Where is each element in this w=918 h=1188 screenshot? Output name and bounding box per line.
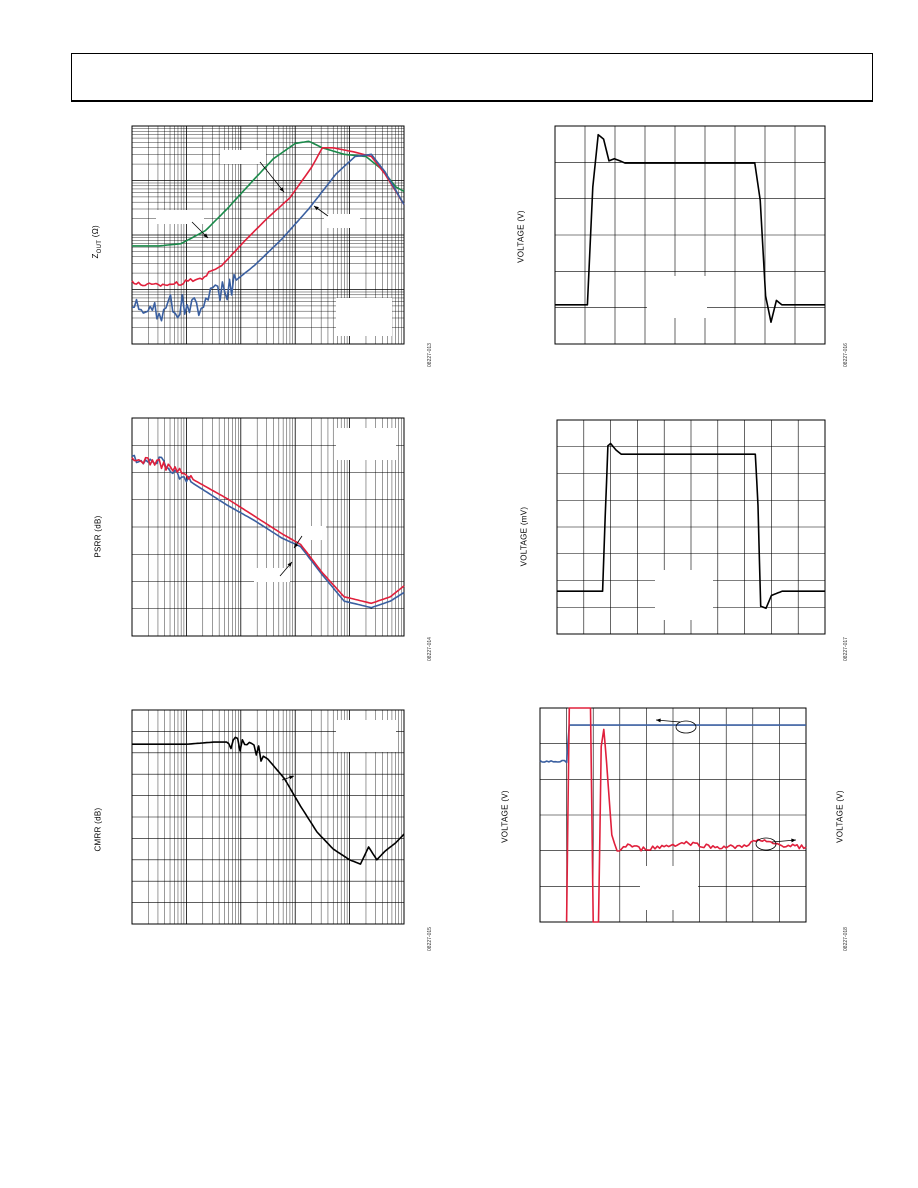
psrr-arrow-2-head — [287, 562, 292, 567]
zout-figure-id: 08227-013 — [427, 343, 433, 367]
step-mv-series — [557, 442, 825, 610]
cmrr-figure-id: 08227-015 — [427, 927, 433, 951]
step-mv-plot-area — [556, 419, 826, 635]
page-header-box — [71, 53, 873, 102]
cmrr-y-axis-label: CMRR (dB) — [93, 807, 103, 852]
zout-arrow-1 — [259, 161, 285, 193]
overload-series-red — [565, 707, 807, 923]
cmrr-chart — [131, 709, 405, 925]
step-volts-y-axis-label: VOLTAGE (V) — [516, 210, 526, 263]
zout-legend-box — [336, 298, 392, 336]
zout-series-blue — [131, 153, 405, 322]
step-mv-figure-id: 08227-017 — [843, 637, 849, 661]
overload-figure-id: 08227-018 — [843, 927, 849, 951]
zout-arrow-1-head — [279, 187, 284, 192]
cmrr-series — [132, 736, 405, 865]
zout-arrow-3-head — [314, 206, 319, 211]
overload-ellipse-1 — [675, 720, 697, 734]
step-volts-plot-area — [554, 125, 826, 345]
cmrr-plot-area — [131, 709, 405, 925]
zout-label-box-3 — [324, 214, 360, 228]
step-mv-chart — [556, 419, 826, 635]
zout-arrow-2-head — [203, 233, 208, 238]
psrr-series-blue — [131, 454, 405, 609]
zout-chart — [131, 125, 405, 345]
psrr-arrow-1-head — [294, 543, 299, 548]
psrr-figure-id: 08227-014 — [427, 637, 433, 661]
psrr-series-red — [131, 456, 405, 605]
overload-y-axis-label-right: VOLTAGE (V) — [835, 790, 845, 843]
zout-series-green — [132, 140, 405, 247]
zout-plot-area — [131, 125, 405, 345]
step-volts-figure-id: 08227-016 — [843, 343, 849, 367]
overload-series-blue — [539, 724, 806, 764]
overload-ellipse-2 — [755, 837, 777, 851]
psrr-y-axis-label: PSRR (dB) — [93, 515, 103, 558]
overload-plot-area — [539, 707, 807, 923]
zout-label-box-1 — [220, 150, 266, 164]
psrr-label-box-2 — [254, 568, 290, 582]
step-mv-legend-box — [655, 570, 713, 620]
psrr-plot-area — [131, 417, 405, 637]
overload-arrow-2-head — [791, 838, 796, 843]
psrr-legend-box — [336, 428, 396, 460]
overload-y-axis-label-left: VOLTAGE (V) — [500, 790, 510, 843]
zout-series-red — [131, 147, 405, 287]
step-volts-chart — [554, 125, 826, 345]
step-volts-legend-box — [647, 276, 707, 318]
psrr-chart — [131, 417, 405, 637]
cmrr-arrow-head — [289, 775, 294, 780]
overload-legend-box — [640, 866, 698, 910]
cmrr-legend-box — [336, 720, 396, 752]
overload-arrow-1-head — [656, 718, 661, 723]
psrr-label-box-1 — [296, 526, 326, 540]
step-mv-y-axis-label: VOLTAGE (mV) — [519, 506, 529, 567]
step-volts-series — [555, 133, 825, 323]
zout-label-box-2 — [156, 210, 204, 224]
overload-chart — [539, 707, 807, 923]
zout-y-axis-label: ZOUT (Ω) — [91, 225, 103, 259]
